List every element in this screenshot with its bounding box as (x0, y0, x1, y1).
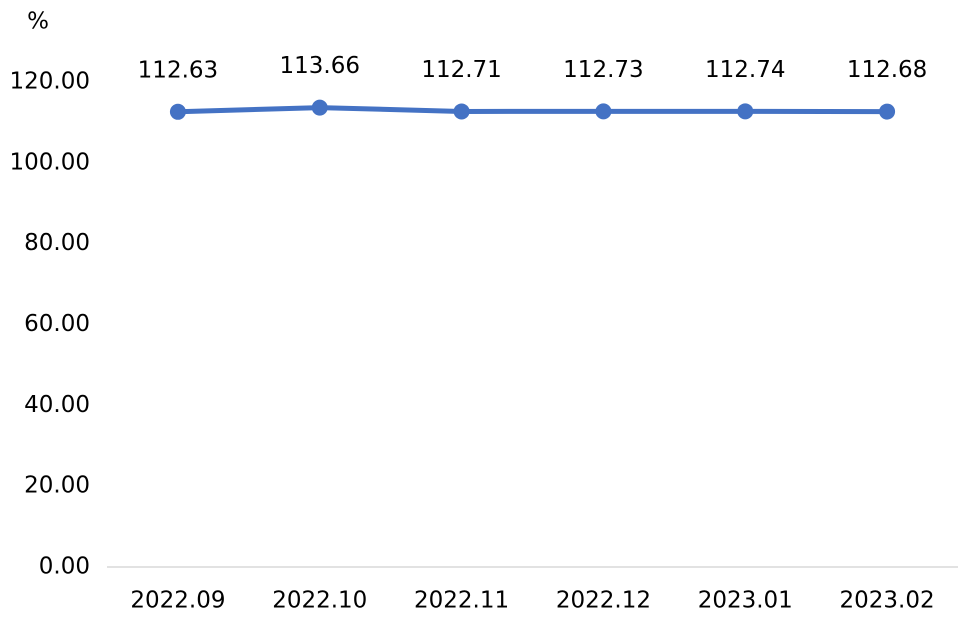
data-point (311, 99, 328, 116)
data-label: 112.63 (138, 57, 218, 83)
y-tick-label: 60.00 (24, 311, 90, 337)
data-point (453, 103, 470, 120)
data-label: 112.73 (563, 57, 643, 83)
data-point (737, 103, 754, 120)
x-tick-label: 2022.11 (414, 588, 509, 614)
data-line (177, 105, 888, 115)
y-tick-label: 0.00 (39, 554, 90, 580)
data-label: 112.68 (847, 57, 927, 83)
x-tick-label: 2022.09 (130, 588, 225, 614)
data-point (879, 103, 896, 120)
y-axis-unit: % (27, 9, 49, 35)
y-tick-label: 80.00 (24, 230, 90, 256)
x-tick-label: 2023.02 (840, 588, 935, 614)
x-tick-label: 2022.10 (272, 588, 367, 614)
y-tick-label: 20.00 (24, 473, 90, 499)
data-label: 112.71 (421, 57, 501, 83)
data-label: 112.74 (705, 57, 785, 83)
data-label: 113.66 (280, 53, 360, 79)
y-tick-label: 40.00 (24, 392, 90, 418)
x-tick-label: 2022.12 (556, 588, 651, 614)
data-point (595, 103, 612, 120)
data-point (169, 103, 186, 120)
y-tick-label: 120.00 (10, 69, 90, 95)
y-tick-label: 100.00 (10, 149, 90, 175)
x-tick-label: 2023.01 (698, 588, 793, 614)
